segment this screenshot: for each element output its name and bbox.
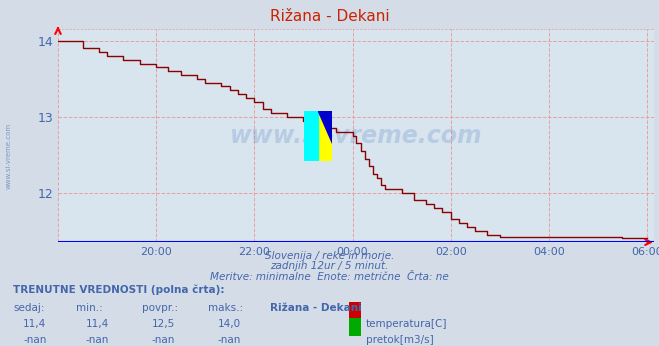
Text: Slovenija / reke in morje.: Slovenija / reke in morje. <box>265 251 394 261</box>
Text: TRENUTNE VREDNOSTI (polna črta):: TRENUTNE VREDNOSTI (polna črta): <box>13 284 225 295</box>
Text: maks.:: maks.: <box>208 303 243 313</box>
Text: -nan: -nan <box>23 335 46 345</box>
Text: -nan: -nan <box>152 335 175 345</box>
Text: -nan: -nan <box>217 335 241 345</box>
Text: 11,4: 11,4 <box>23 319 46 329</box>
Text: -nan: -nan <box>86 335 109 345</box>
Text: pretok[m3/s]: pretok[m3/s] <box>366 335 434 345</box>
Text: Rižana - Dekani: Rižana - Dekani <box>270 9 389 24</box>
Text: zadnjih 12ur / 5 minut.: zadnjih 12ur / 5 minut. <box>270 261 389 271</box>
Text: temperatura[C]: temperatura[C] <box>366 319 447 329</box>
Text: www.si-vreme.com: www.si-vreme.com <box>230 124 482 148</box>
Text: 11,4: 11,4 <box>86 319 109 329</box>
Text: min.:: min.: <box>76 303 103 313</box>
Text: povpr.:: povpr.: <box>142 303 178 313</box>
Text: sedaj:: sedaj: <box>13 303 45 313</box>
Polygon shape <box>318 111 332 143</box>
Text: 14,0: 14,0 <box>217 319 241 329</box>
Text: Rižana - Dekani: Rižana - Dekani <box>270 303 362 313</box>
Text: www.si-vreme.com: www.si-vreme.com <box>5 122 11 189</box>
Text: 12,5: 12,5 <box>152 319 175 329</box>
Text: Meritve: minimalne  Enote: metrične  Črta: ne: Meritve: minimalne Enote: metrične Črta:… <box>210 272 449 282</box>
Bar <box>304 111 318 161</box>
